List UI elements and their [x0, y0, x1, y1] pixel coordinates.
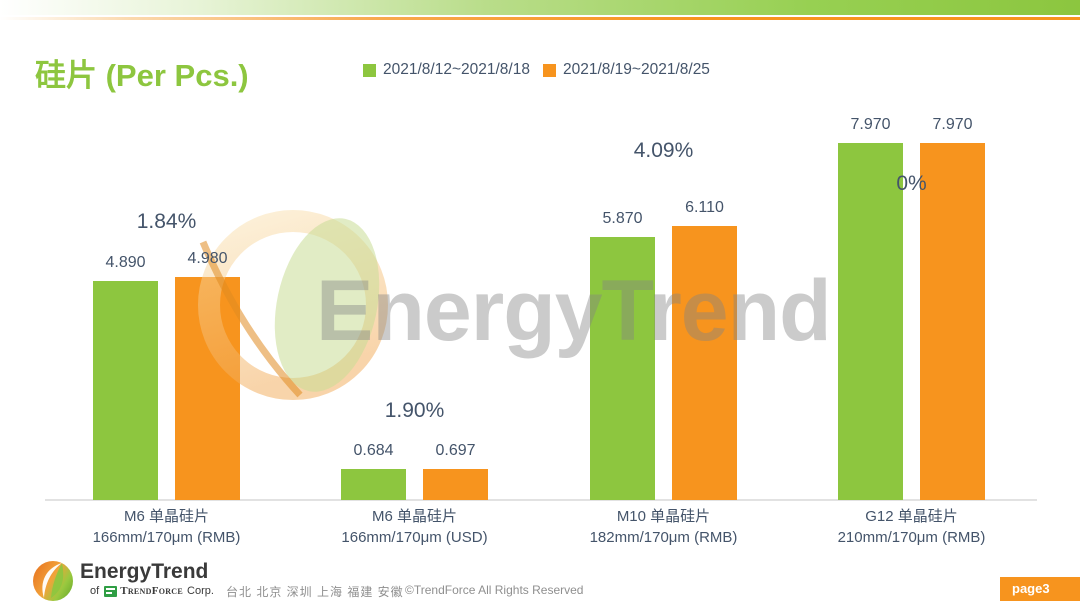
legend-item-2: 2021/8/19~2021/8/25 — [542, 61, 710, 79]
change-percent-label: 1.84% — [136, 210, 197, 233]
energytrend-logo-icon — [33, 561, 73, 601]
legend-swatch-icon — [542, 63, 556, 77]
bar-series1-group2 — [341, 469, 406, 500]
change-percent-label: 4.09% — [633, 139, 694, 162]
legend-label: 2021/8/12~2021/8/18 — [383, 61, 530, 78]
bar-series1-group1 — [93, 280, 158, 500]
bar-series2-group3 — [672, 226, 737, 500]
bar-series2-group4 — [920, 142, 985, 500]
top-gradient-band — [0, 0, 1080, 15]
category-name: M6 单晶硅片 — [371, 508, 457, 525]
change-percent-label: 0% — [896, 172, 927, 195]
trendforce-icon — [104, 585, 118, 597]
category-label: M6 单晶硅片 166mm/170μm (RMB) — [52, 507, 282, 548]
category-label: G12 单晶硅片 210mm/170μm (RMB) — [797, 507, 1027, 548]
footer-logo-subline: of TrendForce Corp. — [90, 585, 214, 597]
value-label: 6.110 — [685, 199, 724, 217]
category-spec: 166mm/170μm (RMB) — [92, 528, 241, 546]
category-name: M10 单晶硅片 — [616, 508, 711, 525]
category-name: G12 单晶硅片 — [865, 508, 958, 525]
category-label: M6 单晶硅片 166mm/170μm (USD) — [300, 507, 530, 548]
chart-legend: 2021/8/12~2021/8/18 2021/8/19~2021/8/25 — [363, 61, 723, 79]
page-number-badge: page3 — [1000, 577, 1080, 601]
category-spec: 166mm/170μm (USD) — [341, 528, 488, 546]
change-percent-label: 1.90% — [384, 399, 445, 422]
category-label: M10 单晶硅片 182mm/170μm (RMB) — [549, 507, 779, 548]
bar-series1-group4 — [838, 142, 903, 500]
footer-logo-name: EnergyTrend — [80, 560, 209, 583]
value-label: 7.970 — [850, 115, 891, 133]
footer-logo-of: of — [90, 585, 100, 597]
orange-accent-line — [0, 17, 1080, 20]
bar-series1-group3 — [590, 237, 655, 500]
footer-copyright: ©TrendForce All Rights Reserved — [405, 583, 584, 597]
legend-label: 2021/8/19~2021/8/25 — [562, 61, 710, 78]
footer-cities: 台北 北京 深圳 上海 福建 安徽 — [226, 585, 404, 599]
energytrend-watermark-text: EnergyTrend — [316, 263, 832, 359]
legend-item-1: 2021/8/12~2021/8/18 — [363, 61, 530, 79]
category-spec: 182mm/170μm (RMB) — [589, 528, 738, 546]
category-name: M6 单晶硅片 — [123, 508, 209, 525]
footer-trendforce-name: TrendForce — [120, 585, 184, 597]
page-title: 硅片 (Per Pcs.) — [35, 58, 249, 93]
value-label: 4.890 — [105, 253, 146, 271]
value-label: 0.684 — [353, 442, 394, 460]
footer-corp: Corp. — [187, 585, 214, 597]
energytrend-footer-logo: EnergyTrend of TrendForce Corp. — [32, 560, 214, 602]
energytrend-watermark-logo-icon — [198, 210, 388, 400]
value-label: 5.870 — [602, 210, 643, 228]
value-label: 4.980 — [187, 249, 228, 267]
value-label: 0.697 — [435, 441, 476, 459]
category-spec: 210mm/170μm (RMB) — [837, 528, 986, 546]
value-label: 7.970 — [932, 115, 973, 133]
bar-series2-group2 — [423, 468, 488, 500]
x-axis-line — [45, 499, 1037, 501]
legend-swatch-icon — [363, 63, 376, 77]
